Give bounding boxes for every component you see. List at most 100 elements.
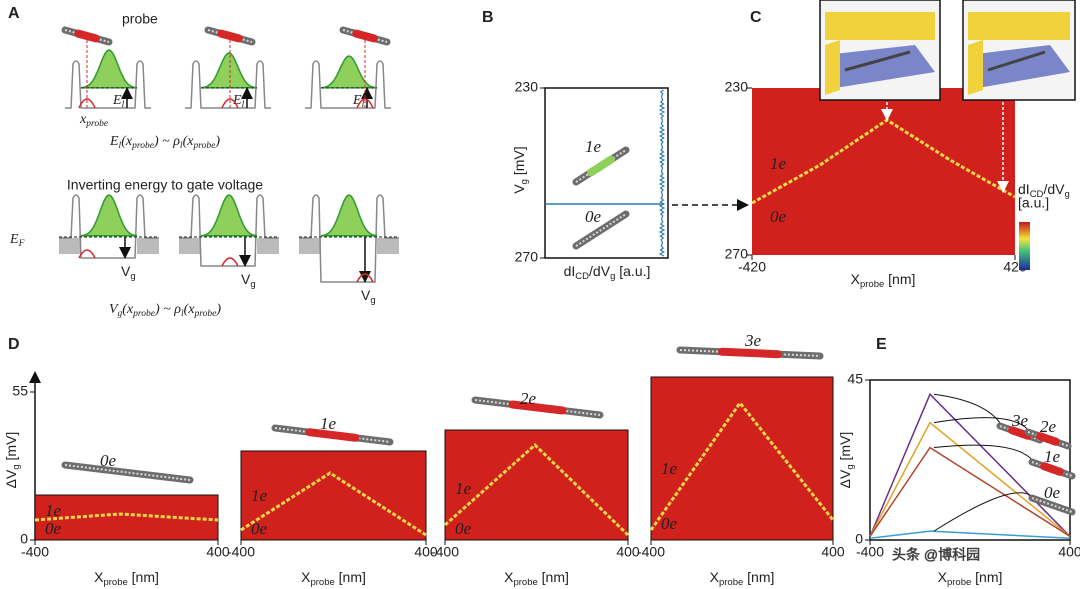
gate-label-part: V xyxy=(241,271,251,287)
x-axis-label-part: probe xyxy=(719,577,743,588)
data-line xyxy=(869,530,1071,539)
y-tick-label: 230 xyxy=(515,79,539,95)
x-axis-label-part: probe xyxy=(103,577,127,588)
charge-label: 0e xyxy=(251,519,268,538)
charge-label: 2e xyxy=(520,389,537,408)
x-axis-label-part: [nm] xyxy=(971,569,1002,585)
x-axis-label-part: X xyxy=(301,569,311,585)
heatmap xyxy=(240,450,427,541)
x-axis-label-part: X xyxy=(938,569,948,585)
nanotube-core xyxy=(64,464,191,481)
equation-part: probe xyxy=(194,309,218,319)
electron-cloud xyxy=(1036,432,1060,446)
equation-part: ) ~ ρ xyxy=(153,134,180,149)
probe-position: xprobe xyxy=(79,112,109,129)
energy-label-part: E xyxy=(352,93,362,108)
y-axis-label-part: g xyxy=(845,464,856,469)
data-line xyxy=(869,392,1071,537)
fermi-label: EF xyxy=(9,232,25,249)
inset-tube xyxy=(844,50,911,72)
x-tick-label: 400 xyxy=(206,544,230,560)
legend-label: 1e xyxy=(1044,447,1061,466)
inset-tube xyxy=(987,50,1046,72)
gate-label: Vg xyxy=(241,271,256,290)
charge-label: 1e xyxy=(661,459,678,478)
wavefunction xyxy=(80,194,138,237)
well xyxy=(305,60,391,109)
subtitle: Inverting energy to gate voltage xyxy=(67,177,263,193)
wavefunction xyxy=(320,194,378,237)
transition-line xyxy=(649,400,835,531)
energy-label: El xyxy=(112,93,125,110)
x-tick-label: 400 xyxy=(1058,544,1080,560)
equation-part: ) xyxy=(215,302,221,317)
inset-pads xyxy=(968,40,983,95)
x-axis-label-part: [nm] xyxy=(743,569,774,585)
inset-pads xyxy=(825,40,840,95)
x-tick-label: -420 xyxy=(738,259,766,275)
y-axis-label-part: [mV] xyxy=(511,146,527,179)
gate-label-part: V xyxy=(361,287,371,303)
equation-part: probe xyxy=(192,141,216,151)
equation-part: ) ~ ρ xyxy=(154,302,181,317)
heatmap xyxy=(752,88,1015,255)
y-axis-label-part: g xyxy=(11,464,22,469)
fermi-sea xyxy=(179,238,201,254)
well xyxy=(185,60,271,109)
y-tick-label: 0 xyxy=(855,531,863,547)
transition-line xyxy=(34,512,219,522)
probe-bump xyxy=(356,273,374,283)
fermi-sea xyxy=(377,238,399,254)
x-tick-label: 400 xyxy=(616,544,640,560)
charge-label: 1e xyxy=(45,501,62,520)
equation-part: (x xyxy=(183,134,195,149)
x-axis-label-part: [nm] xyxy=(538,569,569,585)
panel-label: D xyxy=(8,336,20,353)
charge-label: 0e xyxy=(770,207,787,226)
x-axis-label-part: [nm] xyxy=(884,271,915,287)
fermi-sea xyxy=(59,238,81,254)
y-tick-label: 45 xyxy=(847,371,863,387)
legend-label: 0e xyxy=(1044,483,1061,502)
electron-cloud xyxy=(217,29,243,43)
inset-gates xyxy=(825,45,935,88)
x-tick-label: -400 xyxy=(637,544,665,560)
equation-part: E xyxy=(109,134,119,149)
y-axis-label-part: V xyxy=(511,184,527,194)
panel-label: C xyxy=(750,9,762,26)
x-tick-label: -400 xyxy=(21,544,49,560)
gate-label-part: g xyxy=(370,295,375,306)
x-axis-label-part: /dV xyxy=(589,263,611,279)
x-axis-label-part: X xyxy=(851,271,861,287)
equation-part: (x xyxy=(121,134,133,149)
electron-cloud xyxy=(74,29,100,43)
y-axis-label-part: [mV] xyxy=(3,432,19,465)
charge-label: 1e xyxy=(585,137,602,156)
energy-label-part: E xyxy=(232,93,242,108)
well xyxy=(65,60,151,109)
y-axis-label: Vg [mV] xyxy=(511,146,530,193)
x-axis-label-part: CD xyxy=(575,271,589,282)
x-axis-label: Xprobe [nm] xyxy=(94,569,159,588)
x-axis-label-part: probe xyxy=(310,577,334,588)
y-axis-label-part: ΔV xyxy=(837,469,853,488)
charge-label: 0e xyxy=(100,451,117,470)
energy-label-part: l xyxy=(242,100,245,110)
equation-part: l xyxy=(181,309,184,319)
inset-electrode xyxy=(825,12,935,40)
energy-label-part: E xyxy=(112,93,122,108)
electron-cloud xyxy=(305,428,360,442)
equation-part: l xyxy=(180,141,183,151)
x-axis-label-part: [nm] xyxy=(335,569,366,585)
x-axis-label-part: X xyxy=(504,569,514,585)
equation: Vg(xprobe) ~ ρl(xprobe) xyxy=(109,302,221,319)
nanotube-core xyxy=(575,213,627,247)
probe-bump xyxy=(221,257,239,267)
fermi-label-part: E xyxy=(9,232,19,247)
fermi-sea xyxy=(137,238,159,254)
legend-label: 3e xyxy=(1011,411,1029,430)
nanotube-core xyxy=(679,349,821,357)
probe-bump xyxy=(221,98,239,109)
gate-label-part: g xyxy=(130,271,135,282)
electron-cloud xyxy=(508,400,567,415)
